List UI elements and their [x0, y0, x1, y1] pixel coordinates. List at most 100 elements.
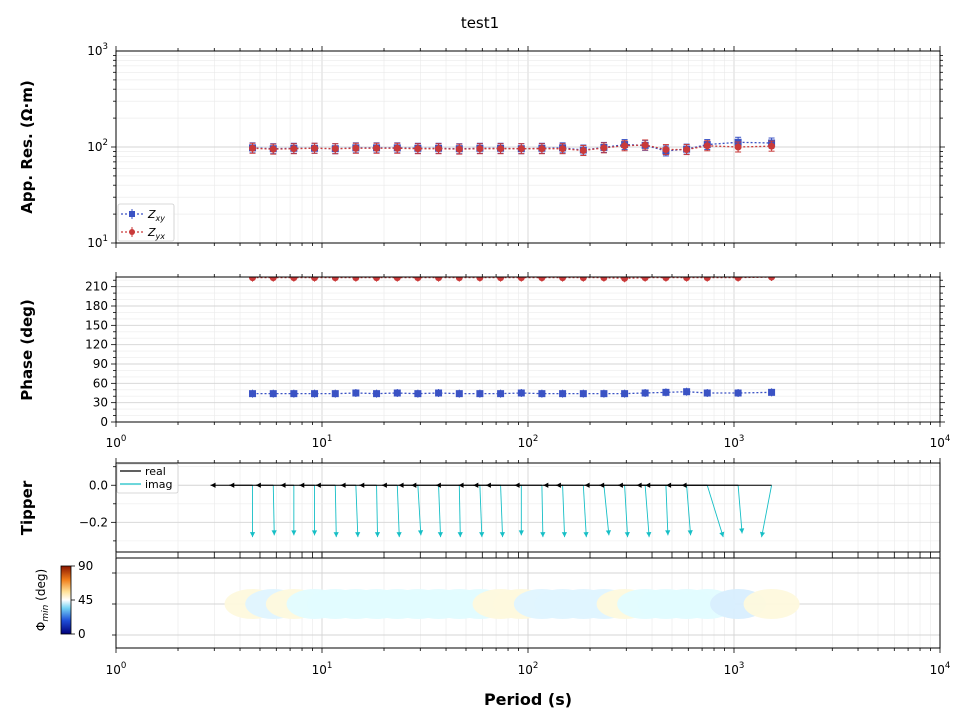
tipper-real-arrow-head — [359, 482, 365, 488]
tipper-imag-arrow-head — [249, 532, 256, 538]
data-point-Z_yx — [538, 277, 546, 282]
tipper-imag-arrow-head — [271, 530, 277, 536]
y-tick-label: 150 — [85, 318, 108, 332]
tipper-imag-arrow-head — [739, 528, 745, 534]
data-point-Z_yx — [476, 145, 484, 153]
data-point-Z_xy — [269, 390, 277, 398]
data-point-Z_yx — [476, 277, 484, 282]
data-point-Z_yx — [683, 277, 691, 282]
data-point-Z_xy — [703, 389, 711, 397]
tipper-real-arrow-head — [299, 482, 305, 488]
data-point-Z_yx — [290, 277, 298, 282]
tipper-imag-arrow — [644, 485, 650, 538]
data-point-Z_xy — [352, 389, 360, 397]
data-point-Z_yx — [249, 144, 257, 152]
data-point-Z_yx — [600, 144, 608, 152]
data-point-Z_yx — [600, 277, 608, 282]
data-point-Z_yx — [352, 144, 360, 152]
tipper-imag-arrow-head — [518, 530, 524, 536]
tipper-imag-arrow — [624, 485, 629, 538]
x-tick-label: 102 — [518, 434, 539, 450]
tipper-imag-arrow — [603, 485, 610, 536]
x-tick-label: 101 — [312, 434, 333, 450]
tipper-imag-arrow — [396, 485, 400, 538]
data-point-Z_yx — [517, 145, 525, 153]
data-point-Z_yx — [538, 145, 546, 153]
tipper-imag-arrow — [438, 485, 442, 538]
phase-tensor-ellipse — [743, 589, 800, 619]
tipper-imag-arrow — [458, 485, 461, 538]
data-point-Z_xy — [373, 390, 381, 398]
x-tick-label-exp: 1 — [327, 661, 333, 671]
tipper-imag-arrow-head — [687, 530, 693, 536]
data-point-Z_yx — [373, 277, 381, 282]
y-tick-label: 180 — [85, 299, 108, 313]
data-point-Z_yx — [559, 145, 567, 153]
tipper-real-arrow-head — [584, 482, 590, 488]
x-tick-label-base: 10 — [724, 663, 739, 677]
y-tick-label-exp: 2 — [103, 138, 109, 148]
tipper-real-arrow-head — [340, 482, 346, 488]
data-point-Z_yx — [249, 277, 257, 282]
tipper-real-arrow-head — [485, 482, 491, 488]
y-tick-label: 90 — [93, 357, 108, 371]
data-point-Z_yx — [414, 277, 422, 282]
tipper-real-arrow-head — [666, 482, 672, 488]
data-point-Z_yx — [559, 277, 567, 282]
y-tick-label-base: 10 — [87, 236, 102, 250]
tipper-imag-arrow-head — [457, 532, 463, 538]
tipper-imag-arrow-head — [374, 532, 381, 538]
colorbar-label-rest: (deg) — [34, 569, 48, 605]
tipper-imag-arrow — [334, 485, 337, 538]
x-tick-label: 100 — [106, 661, 127, 677]
tipper-real-arrow-head — [645, 482, 651, 488]
data-point-Z_yx — [290, 145, 298, 153]
data-point-Z_yx — [662, 277, 670, 282]
data-point-Z_xy — [435, 389, 443, 397]
tipper-imag-arrow — [686, 485, 692, 536]
tipper-real-arrow-head — [280, 482, 286, 488]
tipper-imag-arrow — [376, 485, 379, 538]
x-tick-label-exp: 2 — [533, 661, 539, 671]
figure-title: test1 — [461, 14, 499, 32]
y-tick-label-exp: 3 — [103, 42, 109, 52]
tipper-imag-arrow-head — [583, 532, 589, 538]
data-point-Z_yx — [414, 145, 422, 153]
data-point-Z_xy — [641, 389, 649, 397]
legend-label-main: Z — [147, 208, 156, 221]
data-point-Z_yx — [768, 277, 776, 281]
data-point-Z_yx — [331, 145, 339, 153]
data-point-Z_xy — [414, 390, 422, 398]
data-point-Z_xy — [455, 390, 463, 398]
y-tick-label: 0.0 — [89, 478, 108, 492]
y-tick-label: 102 — [87, 138, 108, 154]
x-tick-label-exp: 4 — [945, 434, 951, 444]
data-point-Z_yx — [703, 277, 711, 282]
tipper-imag-arrow — [355, 485, 359, 538]
x-axis-label: Period (s) — [484, 690, 572, 709]
data-point-Z_xy — [579, 390, 587, 398]
y-tick-label: 210 — [85, 280, 108, 294]
tipper-real-arrow-head — [543, 482, 549, 488]
x-tick-label-exp: 3 — [739, 434, 745, 444]
data-point-Z_yx — [455, 145, 463, 153]
x-tick-label: 104 — [930, 434, 951, 450]
x-tick-label-base: 10 — [106, 663, 121, 677]
tipper-real-arrow-head — [599, 482, 605, 488]
x-tick-label-base: 10 — [106, 436, 121, 450]
tipper-real-arrow-head — [255, 482, 261, 488]
tipper-imag-arrow — [541, 485, 544, 538]
legend-marker — [129, 211, 135, 217]
data-point-Z_yx — [497, 145, 505, 153]
data-point-Z_yx — [683, 146, 691, 154]
tipper-real-arrow-head — [514, 482, 520, 488]
tipper-imag-arrow-head — [479, 532, 485, 538]
legend-label: Zxy — [147, 208, 165, 223]
y-tick-label-base: 10 — [87, 140, 102, 154]
tipper-real-arrow-head — [636, 482, 642, 488]
tipper-real-arrow-head — [411, 482, 417, 488]
